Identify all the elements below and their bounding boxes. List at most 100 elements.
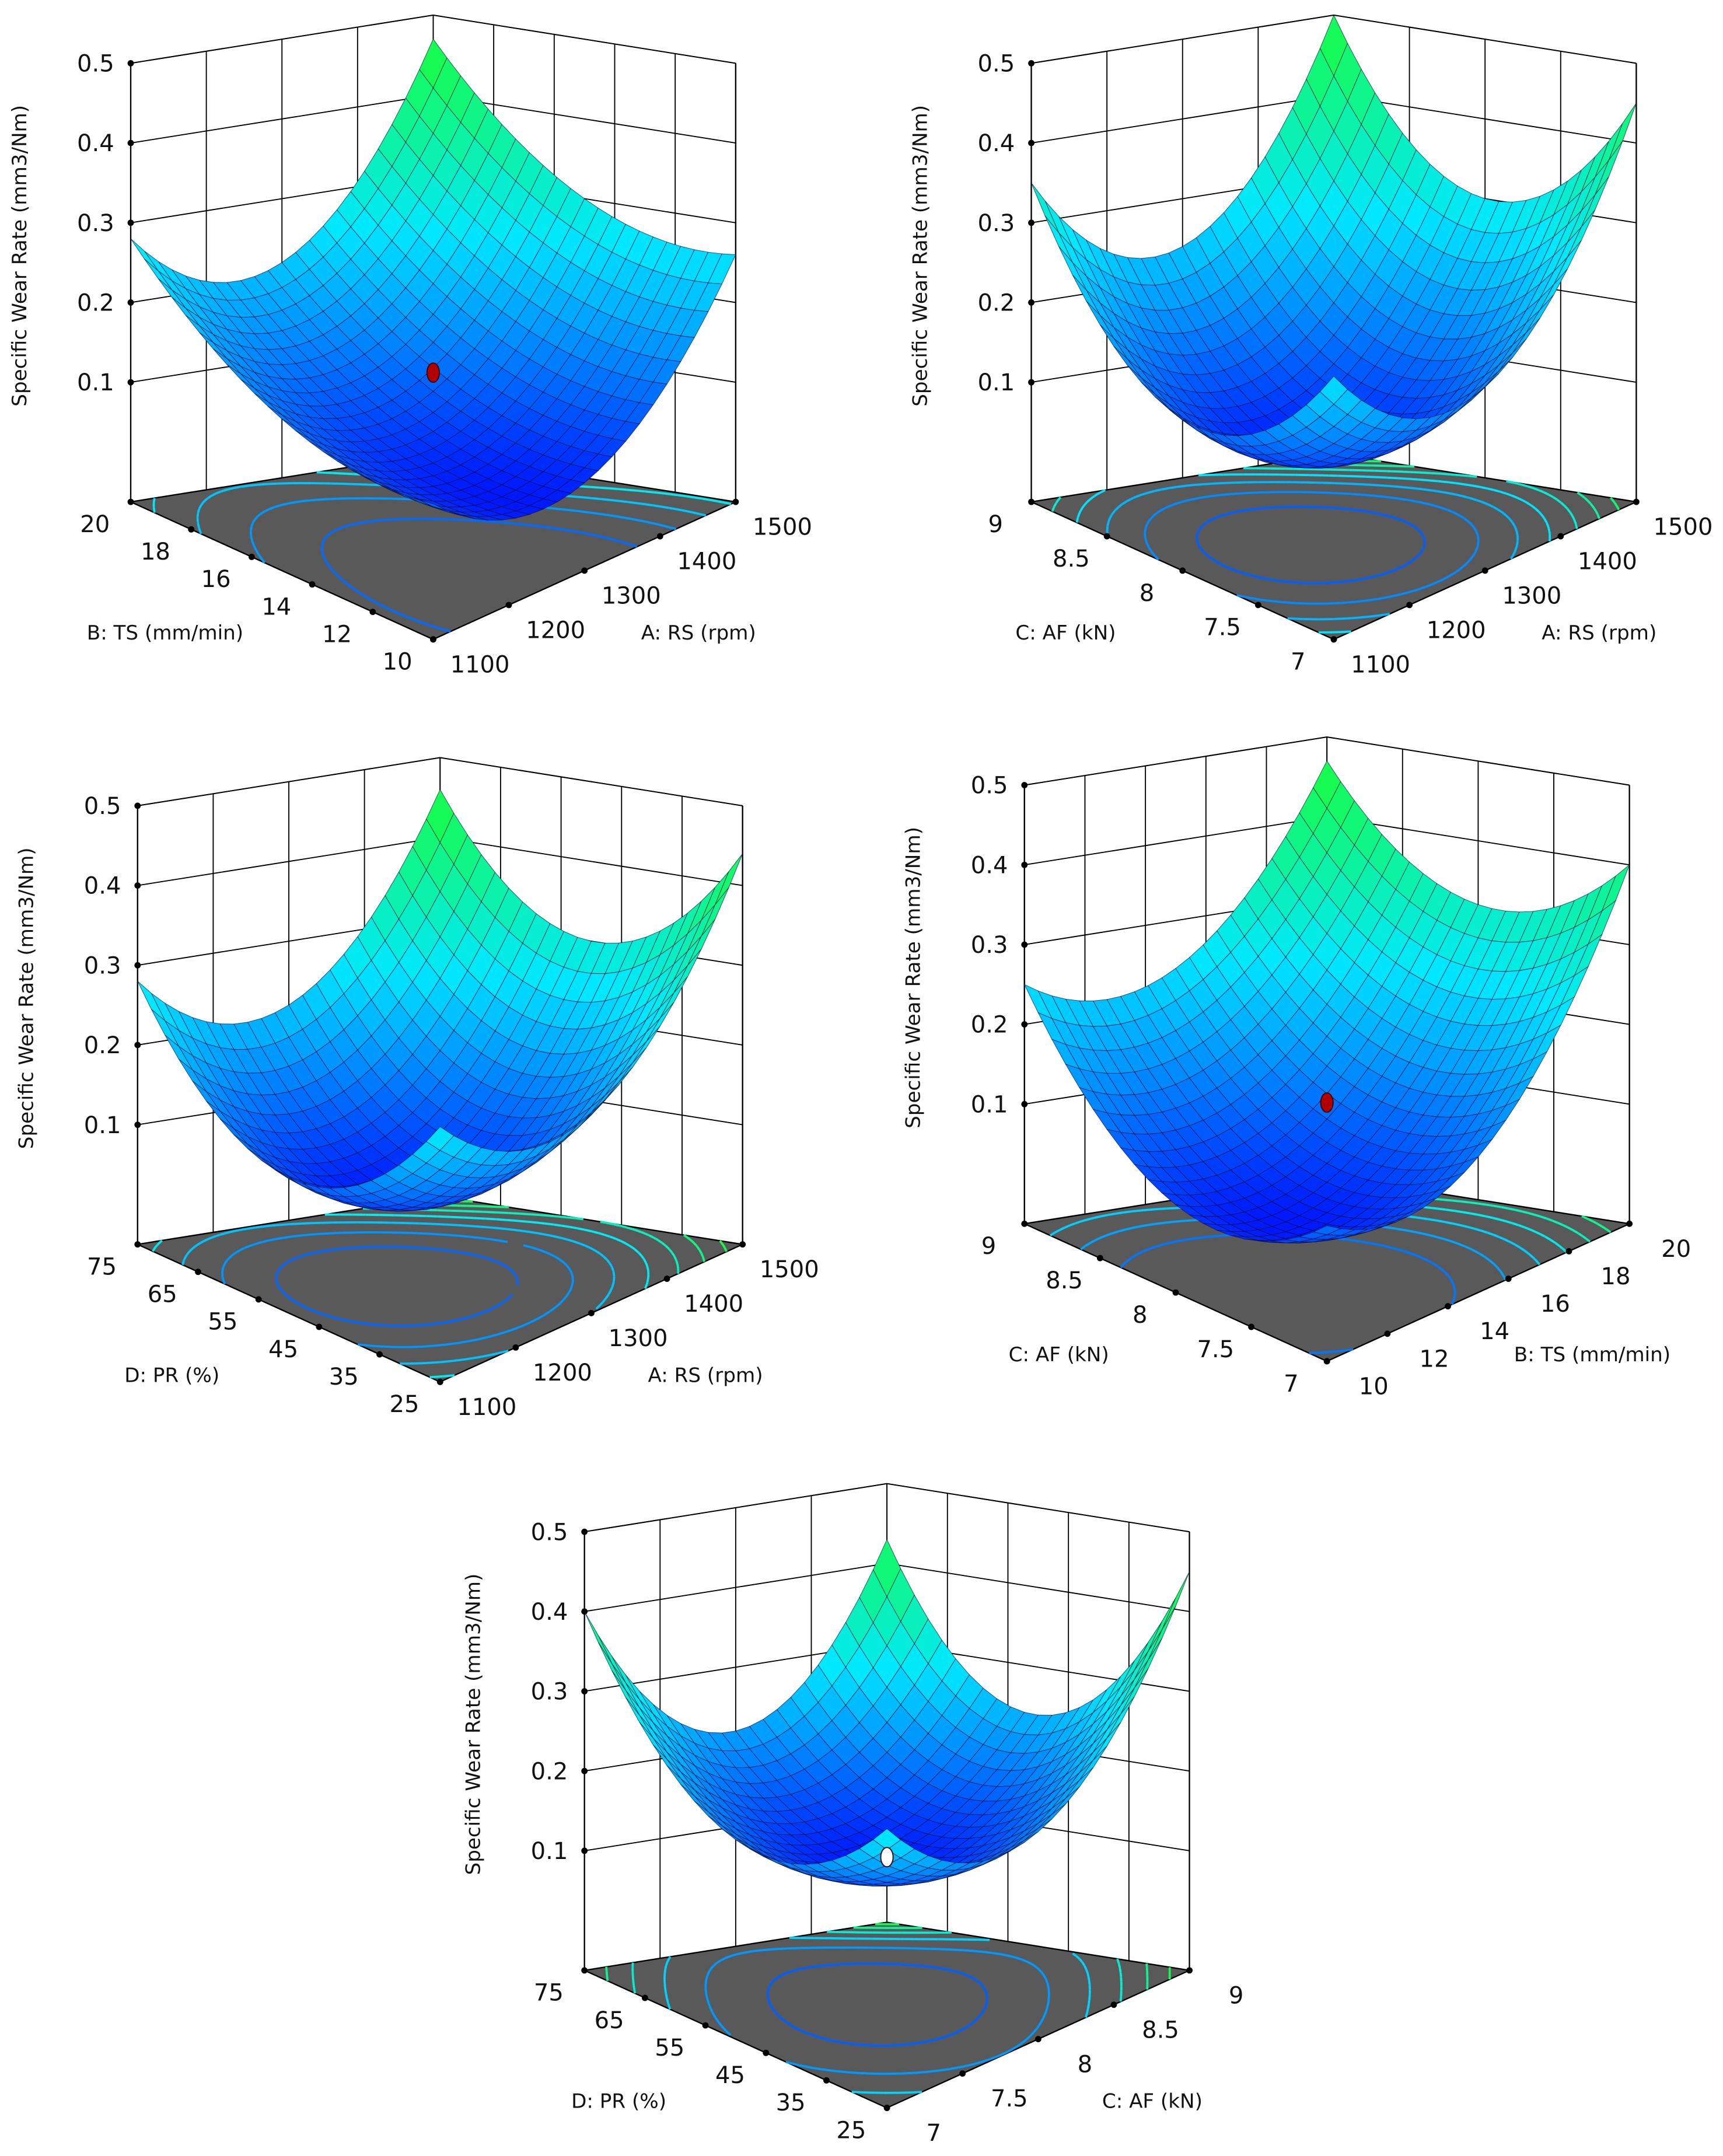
contour-line xyxy=(1138,1224,1147,1228)
y-tick-label: 18 xyxy=(141,539,170,565)
contour-line xyxy=(1449,1278,1453,1283)
z-tick-label: 0.3 xyxy=(531,1679,568,1706)
contour-line xyxy=(699,1250,703,1254)
contour-line xyxy=(1414,1253,1421,1259)
contour-line xyxy=(203,498,208,503)
contour-line xyxy=(707,2003,711,2007)
contour-line xyxy=(1163,1221,1173,1224)
contour-line xyxy=(605,1966,608,1972)
contour-line xyxy=(610,1265,613,1268)
contour-line xyxy=(941,1948,953,1951)
contour-line xyxy=(1042,2013,1046,2019)
contour-line xyxy=(480,1225,491,1229)
contour-line xyxy=(1421,546,1425,552)
contour-line xyxy=(1197,544,1202,550)
contour-line xyxy=(452,1342,457,1345)
contour-line xyxy=(646,1279,649,1283)
contour-line xyxy=(1471,524,1475,529)
contour-line xyxy=(476,1311,485,1316)
y-tick-mark xyxy=(195,1269,201,1276)
contour-line xyxy=(253,547,257,551)
contour-line xyxy=(1403,562,1409,567)
contour-line xyxy=(467,1313,477,1319)
contour-line xyxy=(771,1978,777,1983)
contour-line xyxy=(686,1236,691,1241)
contour-line xyxy=(491,1304,499,1311)
contour-line xyxy=(948,1968,956,1973)
contour-line xyxy=(1548,530,1551,534)
contour-line xyxy=(437,627,442,630)
contour-line xyxy=(1418,550,1423,555)
contour-line xyxy=(323,557,327,562)
contour-floor xyxy=(582,1921,1192,2109)
contour-line xyxy=(571,1275,574,1278)
contour-line xyxy=(633,1990,637,1994)
contour-line xyxy=(1500,490,1507,495)
contour-line xyxy=(1501,1205,1509,1210)
contour-line xyxy=(519,523,529,526)
contour-line xyxy=(331,529,338,534)
z-tick-mark xyxy=(1021,941,1028,948)
contour-line xyxy=(456,1340,468,1344)
contour-line xyxy=(1448,571,1456,578)
contour-line xyxy=(835,1963,847,1966)
contour-line xyxy=(1368,574,1379,579)
surface-cell xyxy=(1608,103,1637,161)
y-tick-label: 10 xyxy=(383,649,413,676)
contour-line xyxy=(914,2041,923,2045)
contour-line xyxy=(537,1248,544,1253)
contour-line xyxy=(491,1259,498,1263)
contour-line xyxy=(232,1252,235,1256)
contour-line xyxy=(642,1258,647,1264)
contour-line xyxy=(1161,487,1169,491)
contour-line xyxy=(1384,1245,1393,1249)
contour-line xyxy=(632,1228,639,1232)
contour-line xyxy=(952,2030,960,2035)
contour-line xyxy=(1349,469,1362,472)
contour-line xyxy=(834,2070,847,2074)
contour-line xyxy=(152,1247,156,1252)
contour-line xyxy=(278,1287,285,1294)
contour-line xyxy=(1408,590,1414,593)
y-tick-mark xyxy=(376,1351,383,1358)
contour-line xyxy=(1540,1215,1547,1220)
contour-line xyxy=(347,583,354,589)
contour-line xyxy=(1526,485,1533,490)
contour-line xyxy=(1075,518,1079,523)
y-tick-mark xyxy=(1323,1358,1330,1365)
contour-line xyxy=(208,1235,215,1241)
contour-line xyxy=(1165,504,1172,509)
contour-line xyxy=(554,1223,562,1227)
contour-line xyxy=(1441,575,1449,581)
contour-line xyxy=(292,1234,302,1238)
contour-line xyxy=(1208,555,1216,562)
z-tick-mark xyxy=(581,1528,588,1535)
contour-line xyxy=(1044,2008,1049,2014)
contour-line xyxy=(321,554,326,558)
contour-line xyxy=(1358,576,1369,581)
contour-line xyxy=(474,1210,484,1213)
contour-line xyxy=(1186,1219,1193,1222)
contour-line xyxy=(799,2064,811,2069)
x-tick-mark xyxy=(1505,1276,1512,1282)
contour-line xyxy=(336,526,344,531)
z-tick-label: 0.4 xyxy=(978,130,1015,157)
contour-line xyxy=(790,1947,802,1949)
contour-line xyxy=(990,2054,999,2060)
contour-line xyxy=(441,628,451,633)
contour-line xyxy=(1436,1219,1445,1223)
contour-line xyxy=(1459,474,1469,477)
contour-line xyxy=(227,487,235,491)
contour-line xyxy=(1352,578,1359,582)
contour-line xyxy=(1123,1262,1127,1265)
contour-line xyxy=(1413,487,1423,491)
contour-line xyxy=(358,520,368,525)
contour-line xyxy=(1410,499,1420,504)
x-tick-label: 1500 xyxy=(753,514,812,541)
contour-line xyxy=(331,1316,342,1321)
contour-line xyxy=(1514,1243,1521,1249)
contour-line xyxy=(1155,1221,1164,1225)
contour-line xyxy=(358,591,364,596)
contour-line xyxy=(226,1256,232,1261)
